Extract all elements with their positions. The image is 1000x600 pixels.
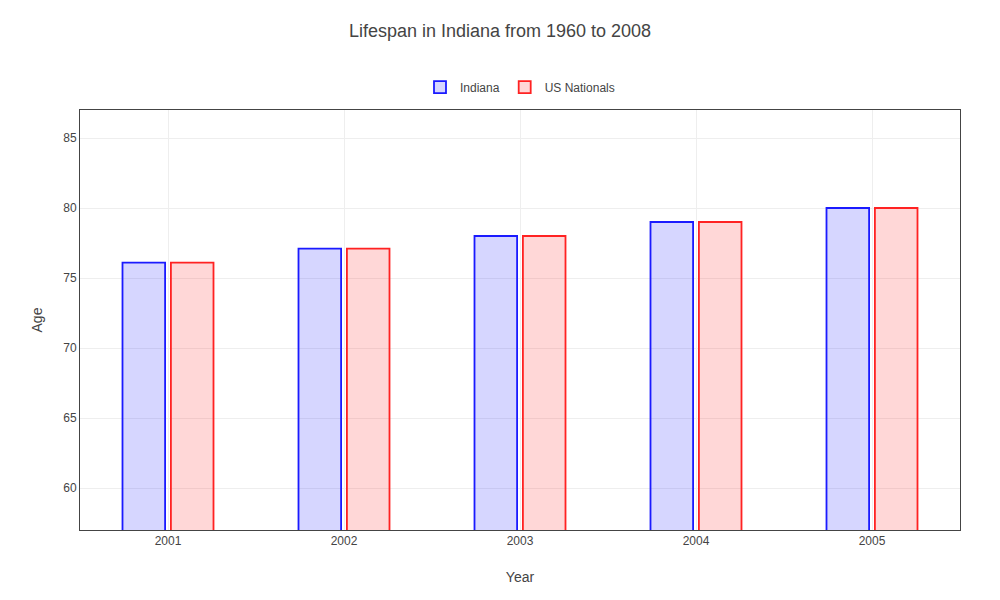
svg-text:US Nationals: US Nationals bbox=[545, 81, 615, 95]
svg-text:Age: Age bbox=[29, 307, 45, 332]
svg-text:2005: 2005 bbox=[859, 534, 886, 548]
svg-text:65: 65 bbox=[63, 411, 77, 425]
svg-text:Lifespan in Indiana from 1960: Lifespan in Indiana from 1960 to 2008 bbox=[349, 21, 651, 41]
svg-text:85: 85 bbox=[63, 131, 77, 145]
svg-text:75: 75 bbox=[63, 271, 77, 285]
svg-text:Indiana: Indiana bbox=[460, 81, 500, 95]
svg-text:2001: 2001 bbox=[155, 534, 182, 548]
svg-text:2002: 2002 bbox=[331, 534, 358, 548]
svg-text:2004: 2004 bbox=[683, 534, 710, 548]
svg-text:60: 60 bbox=[63, 481, 77, 495]
svg-text:2003: 2003 bbox=[507, 534, 534, 548]
svg-text:Year: Year bbox=[506, 569, 535, 585]
svg-text:70: 70 bbox=[63, 341, 77, 355]
svg-text:80: 80 bbox=[63, 201, 77, 215]
